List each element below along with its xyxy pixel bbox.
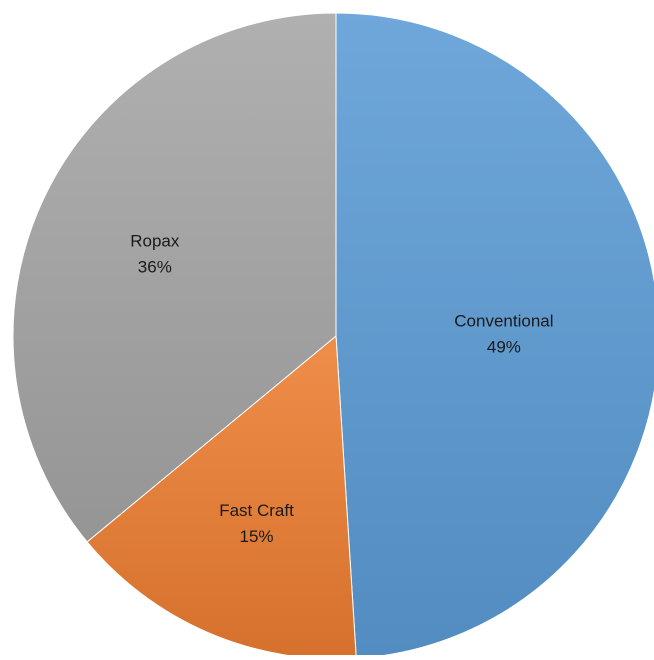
pie-slice-ropax <box>12 12 337 543</box>
slice-category-label: Fast Craft <box>219 501 294 520</box>
pie-data-labels: Conventional 49% Fast Craft 15% Ropax 36% <box>130 232 553 546</box>
slice-percent-label: 15% <box>239 527 273 546</box>
slice-category-label: Conventional <box>454 312 553 331</box>
slice-percent-label: 36% <box>138 258 172 277</box>
slice-percent-label: 49% <box>487 338 521 357</box>
pie-slices <box>12 12 654 660</box>
slice-category-label: Ropax <box>130 232 180 251</box>
pie-slice-conventional <box>335 12 654 659</box>
